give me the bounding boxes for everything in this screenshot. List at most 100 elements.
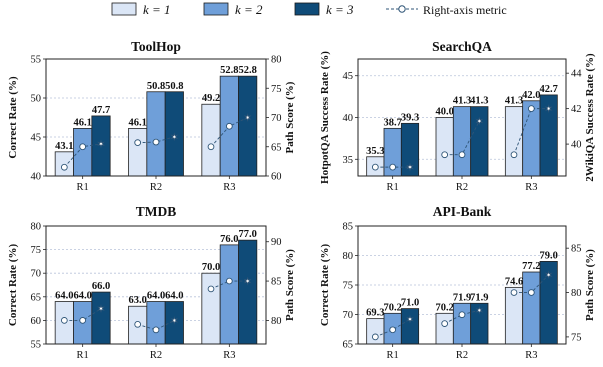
metric-line-R1: [64, 308, 102, 321]
y-axis-label: Correct Rate (%): [7, 76, 19, 159]
legend-label-k3: k = 3: [326, 2, 354, 17]
metric-marker: [60, 163, 68, 171]
y-tick-label: 60: [31, 316, 42, 327]
y-tick-label: 50: [31, 94, 42, 105]
legend-swatch-k3: [294, 2, 320, 16]
y2-tick-label: 60: [271, 172, 282, 183]
value-label: 70.0: [202, 262, 220, 273]
metric-line-R3: [210, 280, 248, 290]
value-label: 71.0: [401, 298, 419, 309]
value-label: 66.0: [92, 281, 110, 292]
y-tick-label: 70: [31, 269, 42, 280]
value-label: 71.9: [453, 292, 471, 303]
y-tick-label: 55: [31, 340, 42, 351]
legend-item-k3: k = 3: [294, 2, 354, 17]
metric-marker: [458, 311, 466, 319]
metric-marker: [544, 104, 553, 113]
x-tick-label: R2: [456, 182, 468, 193]
value-label: 40.0: [435, 107, 453, 118]
bar-k3-R3: [238, 75, 258, 177]
bar-k2-R3: [219, 244, 239, 345]
metric-marker: [389, 163, 397, 171]
metric-marker: [406, 314, 414, 324]
metric-marker: [97, 304, 105, 314]
metric-marker: [371, 163, 379, 171]
value-label: 64.0: [165, 291, 183, 302]
legend: k = 1 k = 2 k = 3 Right-axis metric: [111, 2, 507, 17]
metric-line-R2: [444, 309, 480, 324]
bar-k2-R3: [522, 271, 541, 345]
bar-k3-R1: [400, 308, 420, 345]
chart-title: SearchQA: [432, 39, 492, 54]
y-axis-label: HotpotQA Success Rate (%): [319, 51, 331, 184]
y-tick-label: 65: [31, 292, 42, 303]
legend-label-metric: Right-axis metric: [423, 3, 507, 17]
metric-marker: [79, 143, 87, 151]
y2-axis-label: Path Score (%): [284, 81, 296, 153]
y2-axis-label: 2WikiQA Success Rate (%): [584, 53, 596, 182]
value-label: 46.1: [73, 117, 91, 128]
bar-k1-R3: [201, 272, 221, 345]
panel-3: 64.0 63.070.064.0 64.076.066.064.077.05560…: [7, 204, 296, 361]
bar-k1-R2: [435, 117, 454, 177]
panel-1: 43.1 46.1 49.2 46.1 50.8 52.8 47.7 50.8 52.8 40 45…: [7, 39, 296, 193]
y-tick-label: 45: [31, 133, 42, 144]
metric-line-R2: [137, 136, 175, 144]
value-label: 38.7: [383, 117, 401, 128]
metric-marker: [79, 317, 87, 324]
y2-tick-label: 80: [271, 316, 282, 327]
value-label: 77.0: [238, 229, 256, 240]
metric-marker: [475, 116, 484, 126]
metric-marker: [225, 122, 233, 130]
x-tick-label: R3: [525, 182, 537, 193]
bar-k2-R2: [452, 106, 472, 177]
y2-tick-label: 44: [571, 69, 582, 80]
panel-2: 35.340.041.338.741.342.039.341.342.73540…: [319, 39, 596, 193]
metric-line-R2: [137, 319, 175, 331]
legend-metric-marker: [398, 5, 406, 13]
bar-k3-R1: [91, 291, 111, 345]
bar-k1-R2: [435, 312, 454, 345]
value-label: 41.3: [470, 96, 488, 107]
metric-marker: [475, 305, 484, 315]
bar-k2-R1: [73, 128, 93, 177]
metric-marker: [207, 285, 215, 293]
value-label: 46.1: [128, 117, 146, 128]
y2-tick-label: 85: [571, 244, 582, 255]
x-tick-label: R3: [223, 350, 235, 361]
value-label: 77.2: [522, 261, 540, 272]
y-tick-label: 35: [343, 155, 354, 166]
chart-title: API-Bank: [433, 204, 492, 219]
metric-marker: [207, 143, 215, 151]
y2-tick-label: 75: [271, 84, 282, 95]
y-tick-label: 40: [343, 113, 354, 124]
legend-label-k2: k = 2: [235, 2, 263, 17]
bar-k1-R2: [128, 128, 148, 177]
metric-marker: [243, 276, 252, 286]
bar-k1-R3: [504, 106, 524, 177]
metric-marker: [458, 151, 466, 159]
value-label: 42.7: [539, 84, 557, 95]
x-tick-label: R3: [223, 182, 235, 193]
panels: 43.1 46.1 49.2 46.1 50.8 52.8 47.7 50.8 52.8 40 45…: [7, 39, 596, 361]
metric-marker: [527, 289, 535, 296]
value-label: 42.0: [522, 90, 540, 101]
value-label: 71.9: [470, 292, 488, 303]
metric-marker: [510, 151, 518, 159]
y-tick-label: 75: [31, 245, 42, 256]
metric-line-R3: [513, 108, 549, 155]
chart-title: TMDB: [136, 204, 177, 219]
x-tick-label: R1: [387, 350, 399, 361]
y-tick-label: 75: [343, 281, 354, 292]
x-tick-label: R2: [150, 350, 162, 361]
legend-swatch-k1: [111, 2, 137, 16]
legend-swatch-k2: [203, 2, 229, 16]
bar-k2-R2: [452, 302, 472, 345]
value-label: 76.0: [220, 234, 238, 245]
metric-marker: [152, 138, 160, 146]
value-label: 49.2: [202, 93, 220, 104]
y-tick-label: 45: [343, 71, 354, 82]
value-label: 41.3: [505, 96, 523, 107]
x-tick-label: R3: [525, 350, 537, 361]
